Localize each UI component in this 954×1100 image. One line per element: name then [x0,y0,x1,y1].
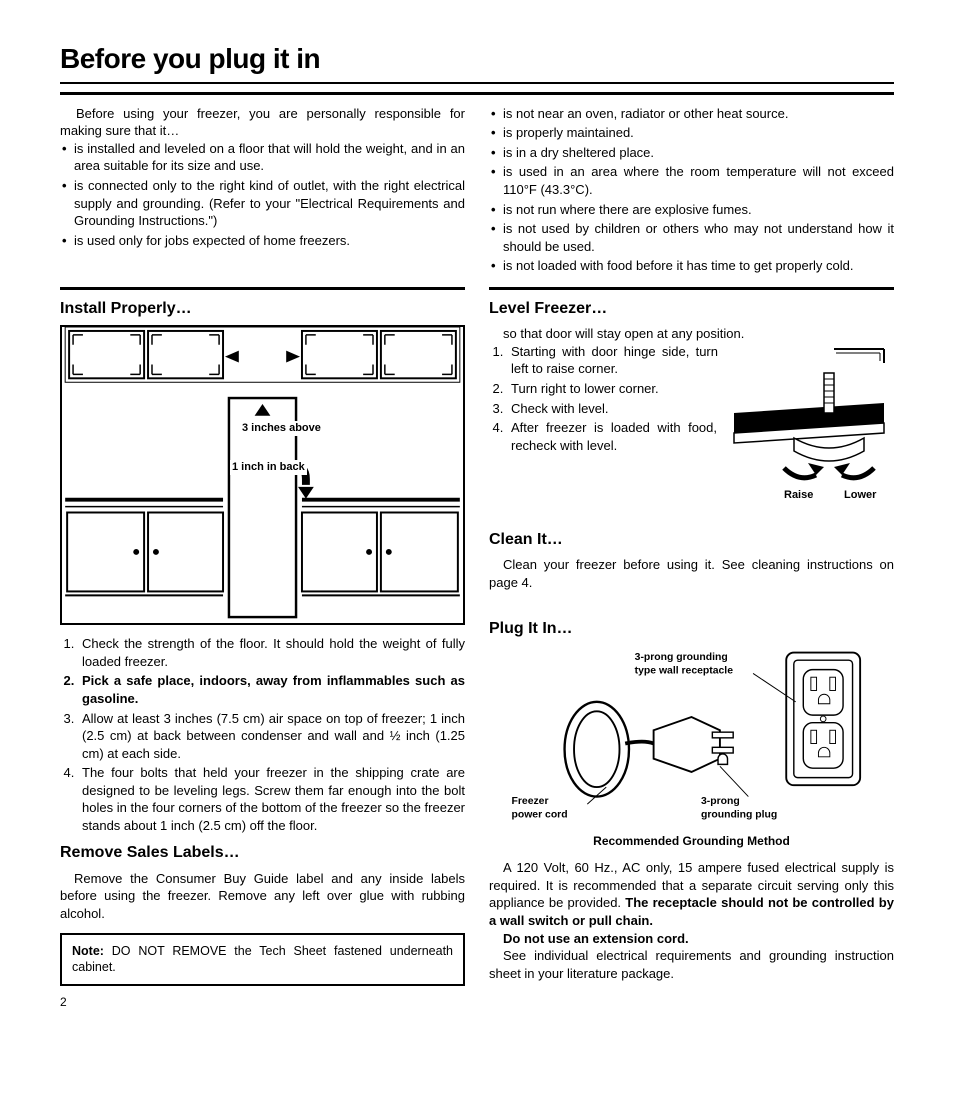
rule [60,287,465,290]
clean-text: Clean your freezer before using it. See … [489,556,894,591]
kitchen-illustration [62,327,463,623]
clean-heading: Clean It… [489,529,894,551]
plug-p2: Do not use an extension cord. [489,930,894,948]
rule-top [60,92,894,95]
note-box: Note: DO NOT REMOVE the Tech Sheet faste… [60,933,465,987]
list-item: is not run where there are explosive fum… [489,201,894,219]
intro-left: Before using your freezer, you are perso… [60,105,465,277]
list-item: is installed and leveled on a floor that… [60,140,465,175]
svg-text:Freezer: Freezer [512,796,549,807]
note-text: DO NOT REMOVE the Tech Sheet fastened un… [72,944,453,975]
raise-label: Raise [784,489,813,501]
list-item: is connected only to the right kind of o… [60,177,465,230]
intro-left-list: is installed and leveled on a floor that… [60,140,465,249]
svg-text:type wall receptacle: type wall receptacle [635,666,734,677]
install-steps: Check the strength of the floor. It shou… [60,635,465,834]
left-column: Install Properly… [60,277,465,1011]
note-label: Note: [72,944,104,958]
svg-text:power cord: power cord [512,810,568,821]
label-1in: 1 inch in back [230,460,307,475]
install-heading: Install Properly… [60,298,465,320]
plug-diagram: 3-prong grounding type wall receptacle F… [489,645,894,825]
intro-right: is not near an oven, radiator or other h… [489,105,894,277]
list-item: is not loaded with food before it has ti… [489,257,894,275]
intro-right-list: is not near an oven, radiator or other h… [489,105,894,275]
rule [489,287,894,290]
list-item: is properly maintained. [489,124,894,142]
intro-columns: Before using your freezer, you are perso… [60,105,894,277]
plug-heading: Plug It In… [489,618,894,640]
list-item: After freezer is loaded with food, reche… [507,419,717,454]
level-diagram: Raise Lower [724,343,894,503]
label-3in: 3 inches above [240,421,323,436]
lower-label: Lower [844,489,877,501]
body-columns: Install Properly… [60,277,894,1011]
plug-p1: A 120 Volt, 60 Hz., AC only, 15 ampere f… [489,859,894,929]
list-item: Pick a safe place, indoors, away from in… [78,672,465,707]
list-item: is used only for jobs expected of home f… [60,232,465,250]
list-item: Check the strength of the floor. It shou… [78,635,465,670]
list-item: Allow at least 3 inches (7.5 cm) air spa… [78,710,465,763]
intro-text: Before using your freezer, you are perso… [60,105,465,140]
list-item: The four bolts that held your freezer in… [78,764,465,834]
list-item: is used in an area where the room temper… [489,163,894,198]
plug-p3: See individual electrical requirements a… [489,947,894,982]
install-diagram: 3 inches above 1 inch in back [60,325,465,625]
list-item: is in a dry sheltered place. [489,144,894,162]
remove-text: Remove the Consumer Buy Guide label and … [60,870,465,923]
svg-text:3-prong: 3-prong [701,796,740,807]
recommended-title: Recommended Grounding Method [489,833,894,849]
right-column: Level Freezer… so that door will stay op… [489,277,894,1011]
svg-text:3-prong grounding: 3-prong grounding [635,652,728,663]
remove-heading: Remove Sales Labels… [60,842,465,864]
page-number: 2 [60,994,465,1010]
level-heading: Level Freezer… [489,298,894,320]
svg-text:grounding plug: grounding plug [701,810,777,821]
list-item: is not near an oven, radiator or other h… [489,105,894,123]
list-item: is not used by children or others who ma… [489,220,894,255]
page-title: Before you plug it in [60,40,894,84]
level-intro: so that door will stay open at any posit… [489,325,894,343]
